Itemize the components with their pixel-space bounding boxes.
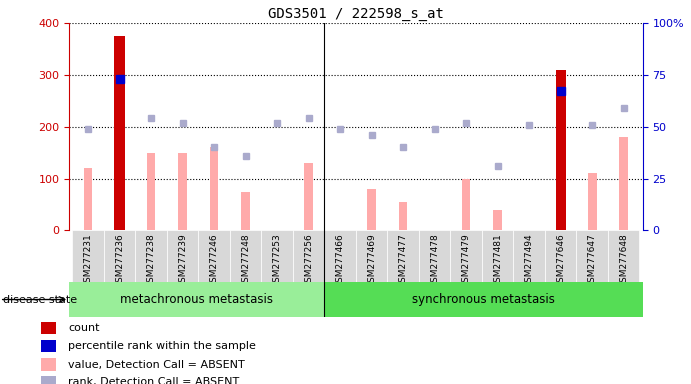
- Text: GSM277236: GSM277236: [115, 233, 124, 288]
- Bar: [210, 147, 218, 230]
- Bar: [41, 322, 56, 334]
- Text: metachronous metastasis: metachronous metastasis: [120, 293, 273, 306]
- Bar: [399, 202, 408, 230]
- Text: GSM277248: GSM277248: [241, 233, 250, 288]
- FancyBboxPatch shape: [356, 230, 388, 282]
- FancyBboxPatch shape: [451, 230, 482, 282]
- Bar: [178, 152, 187, 230]
- FancyBboxPatch shape: [324, 230, 356, 282]
- FancyBboxPatch shape: [482, 230, 513, 282]
- Bar: [368, 189, 376, 230]
- Text: GSM277469: GSM277469: [367, 233, 376, 288]
- FancyBboxPatch shape: [576, 230, 608, 282]
- FancyBboxPatch shape: [104, 230, 135, 282]
- Text: GSM277478: GSM277478: [430, 233, 439, 288]
- Text: GSM277648: GSM277648: [619, 233, 628, 288]
- Bar: [588, 174, 596, 230]
- Bar: [241, 192, 250, 230]
- FancyBboxPatch shape: [73, 230, 104, 282]
- Bar: [84, 168, 93, 230]
- Text: count: count: [68, 323, 100, 333]
- Title: GDS3501 / 222598_s_at: GDS3501 / 222598_s_at: [268, 7, 444, 21]
- FancyBboxPatch shape: [135, 230, 167, 282]
- Bar: [41, 359, 56, 371]
- FancyBboxPatch shape: [419, 230, 451, 282]
- Bar: [69, 282, 324, 317]
- Text: GSM277646: GSM277646: [556, 233, 565, 288]
- FancyBboxPatch shape: [513, 230, 545, 282]
- Text: synchronous metastasis: synchronous metastasis: [412, 293, 555, 306]
- Text: GSM277231: GSM277231: [84, 233, 93, 288]
- Bar: [41, 340, 56, 353]
- FancyBboxPatch shape: [230, 230, 261, 282]
- Text: GSM277477: GSM277477: [399, 233, 408, 288]
- FancyBboxPatch shape: [608, 230, 639, 282]
- Text: GSM277253: GSM277253: [272, 233, 282, 288]
- Bar: [41, 376, 56, 384]
- Text: percentile rank within the sample: percentile rank within the sample: [68, 341, 256, 351]
- FancyBboxPatch shape: [198, 230, 230, 282]
- Bar: [115, 36, 124, 230]
- Bar: [462, 179, 471, 230]
- Text: GSM277479: GSM277479: [462, 233, 471, 288]
- Bar: [493, 210, 502, 230]
- Bar: [146, 152, 155, 230]
- Text: GSM277494: GSM277494: [524, 233, 533, 288]
- Text: GSM277256: GSM277256: [304, 233, 313, 288]
- Text: GSM277246: GSM277246: [209, 233, 218, 288]
- FancyBboxPatch shape: [293, 230, 324, 282]
- Bar: [556, 70, 566, 230]
- Text: disease state: disease state: [3, 295, 77, 305]
- Text: GSM277481: GSM277481: [493, 233, 502, 288]
- Text: GSM277238: GSM277238: [146, 233, 155, 288]
- Text: GSM277466: GSM277466: [336, 233, 345, 288]
- FancyBboxPatch shape: [388, 230, 419, 282]
- Text: GSM277647: GSM277647: [588, 233, 597, 288]
- Text: value, Detection Call = ABSENT: value, Detection Call = ABSENT: [68, 359, 245, 369]
- Bar: [619, 137, 628, 230]
- Text: rank, Detection Call = ABSENT: rank, Detection Call = ABSENT: [68, 377, 239, 384]
- Bar: [324, 282, 643, 317]
- Bar: [304, 163, 313, 230]
- FancyBboxPatch shape: [545, 230, 576, 282]
- FancyBboxPatch shape: [167, 230, 198, 282]
- FancyBboxPatch shape: [261, 230, 293, 282]
- Text: GSM277239: GSM277239: [178, 233, 187, 288]
